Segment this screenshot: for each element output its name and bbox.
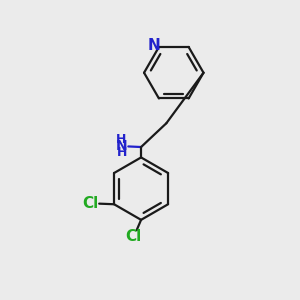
Text: N: N	[147, 38, 160, 53]
Text: H: H	[117, 146, 128, 160]
Text: H: H	[116, 134, 126, 146]
Text: Cl: Cl	[83, 196, 99, 211]
Text: N: N	[116, 139, 128, 153]
Text: Cl: Cl	[125, 229, 142, 244]
